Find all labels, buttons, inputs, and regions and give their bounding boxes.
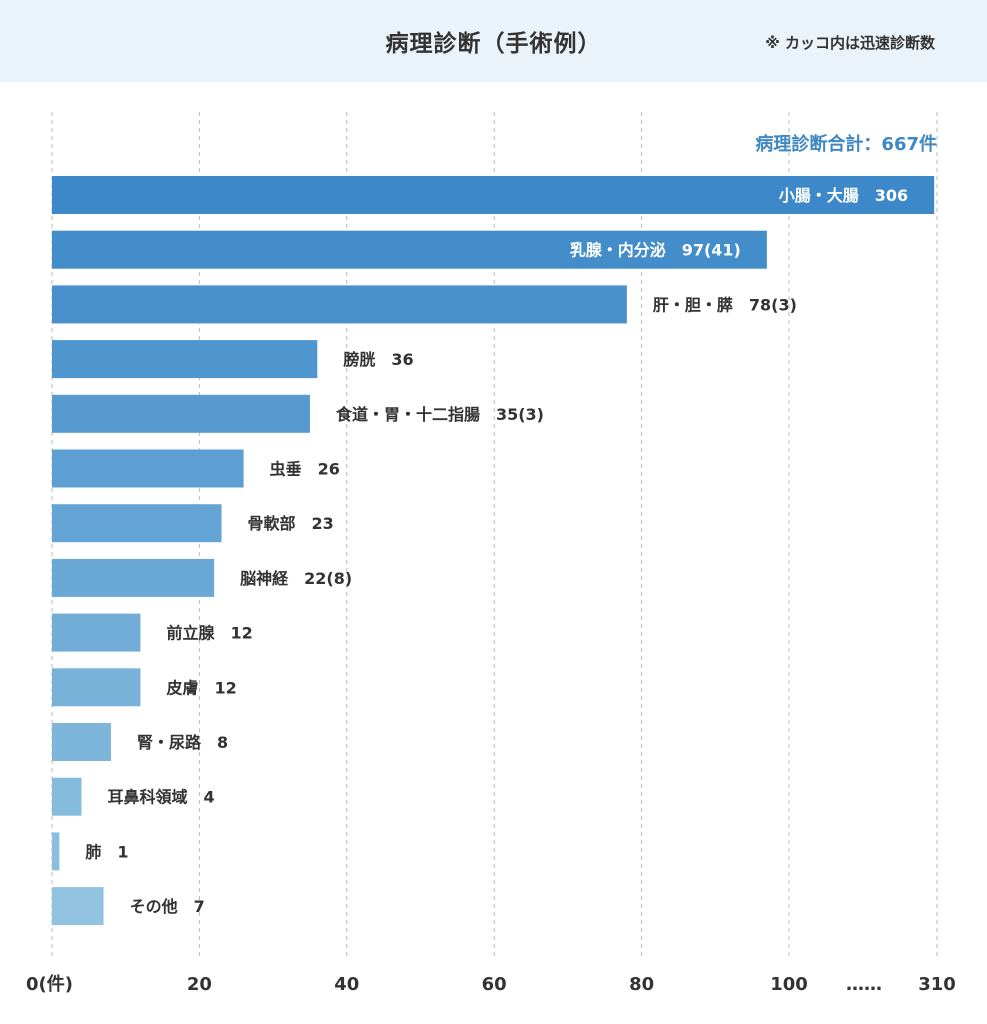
- bar: [52, 887, 104, 926]
- axis-break-marker: ……: [846, 974, 882, 995]
- bar: [52, 176, 935, 214]
- x-tick-label: 100: [770, 974, 808, 995]
- bar: [52, 777, 82, 816]
- bar: [52, 285, 627, 324]
- grid-lines: [51, 112, 938, 958]
- bar-value-label: 小腸・大腸 306: [779, 186, 908, 205]
- bar-value-label: 虫垂 26: [270, 460, 340, 479]
- bar-value-label: その他 7: [130, 897, 205, 916]
- bar: [52, 340, 318, 379]
- bar-labels: 小腸・大腸 306 乳腺・内分泌 97(41) 肝・胆・膵 78(3) 膀胱 36 食道…: [85, 186, 908, 916]
- rapid-diagnosis-note: ※ カッコ内は迅速診断数: [765, 34, 935, 52]
- x-tick-label: 60: [482, 974, 507, 995]
- bar-value-label: 肺 1: [85, 842, 128, 861]
- x-tick-label: 310: [918, 974, 956, 995]
- bar-value-label: 腎・尿路 8: [137, 733, 228, 752]
- bar-value-label: 食道・胃・十二指腸 35(3): [335, 405, 544, 424]
- bars: [52, 176, 935, 926]
- bar: [52, 230, 767, 269]
- bar-value-label: 膀胱 36: [343, 350, 413, 369]
- total-count-label: 病理診断合計：667件: [755, 134, 937, 155]
- chart-header: 病理診断（手術例） ※ カッコ内は迅速診断数: [0, 0, 987, 82]
- bar-value-label: 皮膚 12: [165, 678, 236, 697]
- x-tick-label: 20: [187, 974, 212, 995]
- bar-value-label: 乳腺・内分泌 97(41): [570, 241, 741, 260]
- x-tick-label: 0(件): [26, 973, 73, 995]
- bar-value-label: 肝・胆・膵 78(3): [653, 295, 797, 314]
- chart-title: 病理診断（手術例）: [385, 31, 602, 57]
- bar: [52, 668, 141, 707]
- x-axis: 0(件) 20 40 60 80 100 310 ……: [26, 973, 956, 995]
- bar: [52, 449, 244, 488]
- bar: [52, 613, 141, 652]
- bar-value-label: 前立腺 12: [166, 624, 252, 643]
- bar: [52, 394, 310, 433]
- bar-value-label: 骨軟部 23: [248, 514, 334, 533]
- bar: [52, 504, 222, 543]
- bar-value-label: 耳鼻科領域 4: [107, 788, 214, 807]
- bar: [52, 832, 60, 871]
- x-tick-label: 40: [334, 974, 359, 995]
- x-tick-label: 80: [629, 974, 654, 995]
- bar: [52, 723, 111, 761]
- bar-value-label: 脳神経 22(8): [240, 569, 352, 588]
- bar: [52, 558, 215, 597]
